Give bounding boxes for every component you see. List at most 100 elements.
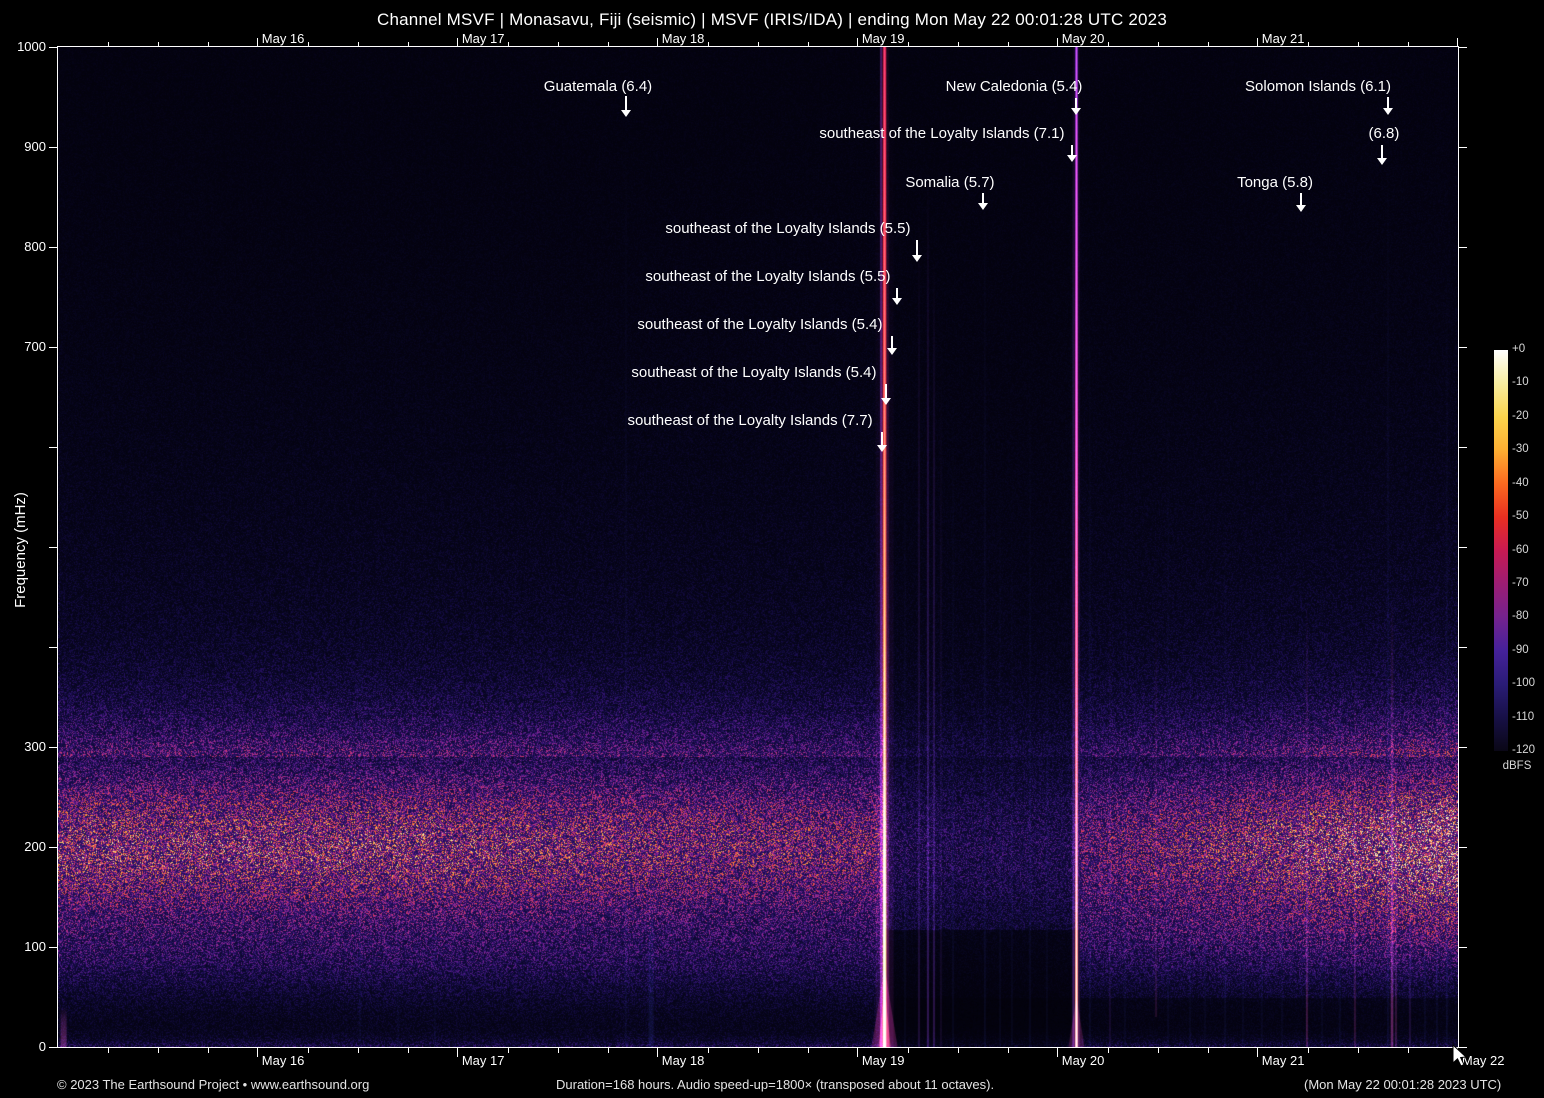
date-label: May 19 — [861, 31, 905, 46]
colorbar-label: -120 — [1512, 744, 1536, 756]
annotation-arrow — [624, 96, 627, 110]
axis-tick — [157, 42, 159, 46]
axis-tick — [307, 42, 309, 46]
axis-tick — [1457, 38, 1459, 46]
axis-tick — [457, 1048, 459, 1057]
freq-tick-label: 700 — [24, 339, 46, 354]
colorbar-label: -40 — [1512, 476, 1529, 489]
axis-tick — [807, 1048, 809, 1053]
axis-tick — [49, 1046, 57, 1048]
axis-tick — [1107, 1048, 1109, 1053]
axis-tick — [1407, 1048, 1409, 1053]
axis-tick — [1459, 646, 1467, 648]
freq-tick-label: 0 — [38, 1039, 46, 1054]
earthquake-annotation-label: (6.8) — [1368, 125, 1400, 142]
footer-timestamp: (Mon May 22 00:01:28 2023 UTC) — [1304, 1077, 1502, 1092]
freq-tick-label: 200 — [24, 839, 46, 854]
axis-tick — [807, 42, 809, 46]
annotation-arrowhead — [912, 255, 923, 262]
axis-tick — [907, 42, 909, 46]
axis-tick — [1207, 1048, 1209, 1053]
axis-tick — [1459, 1046, 1467, 1048]
date-label: May 21 — [1261, 31, 1305, 46]
axis-tick — [1459, 546, 1467, 548]
colorbar-label: -50 — [1512, 510, 1529, 523]
colorbar-label: -90 — [1512, 643, 1529, 656]
axis-tick — [49, 846, 57, 848]
axis-tick — [1007, 42, 1009, 46]
axis-tick — [857, 38, 859, 46]
freq-tick-label: 100 — [24, 939, 46, 954]
axis-tick — [357, 1048, 359, 1053]
axis-tick — [757, 42, 759, 46]
axis-tick — [257, 38, 259, 46]
spectrogram-canvas — [58, 47, 1458, 1047]
axis-tick — [707, 42, 709, 46]
axis-tick — [457, 38, 459, 46]
axis-tick — [1007, 1048, 1009, 1053]
axis-tick — [707, 1048, 709, 1053]
axis-tick — [1057, 1048, 1059, 1057]
axis-tick — [49, 46, 57, 48]
freq-tick-label: 900 — [24, 139, 46, 154]
axis-tick — [1459, 746, 1467, 748]
date-label: May 17 — [461, 31, 505, 46]
earthquake-annotation-label: New Caledonia (5.4) — [945, 78, 1083, 95]
annotation-arrowhead — [1376, 158, 1387, 165]
axis-tick — [507, 1048, 509, 1053]
freq-tick-label: 800 — [24, 239, 46, 254]
freq-tick-label: 1000 — [17, 39, 46, 54]
date-label: May 20 — [1061, 1053, 1105, 1068]
footer-copyright: © 2023 The Earthsound Project • www.eart… — [57, 1077, 370, 1092]
annotation-arrowhead — [877, 445, 888, 452]
axis-tick — [1257, 1048, 1259, 1057]
axis-tick — [657, 1048, 659, 1057]
annotation-arrow — [884, 384, 887, 398]
axis-tick — [207, 42, 209, 46]
colorbar-label: -100 — [1512, 677, 1536, 690]
axis-tick — [357, 42, 359, 46]
annotation-arrow — [916, 240, 919, 255]
annotation-arrowhead — [620, 110, 631, 117]
earthquake-annotation-label: Guatemala (6.4) — [543, 78, 653, 95]
axis-tick — [407, 1048, 409, 1053]
axis-tick — [107, 42, 109, 46]
earthquake-annotation-label: Tonga (5.8) — [1237, 174, 1313, 191]
annotation-arrow — [1074, 98, 1077, 108]
date-label: May 21 — [1261, 1053, 1305, 1068]
axis-tick — [1157, 1048, 1159, 1053]
annotation-arrow — [1071, 145, 1074, 155]
axis-tick — [607, 1048, 609, 1053]
earthquake-annotation-label: southeast of the Loyalty Islands (7.7) — [627, 412, 873, 429]
colorbar-label: -30 — [1512, 443, 1529, 456]
axis-tick — [1459, 446, 1467, 448]
axis-tick — [857, 1048, 859, 1057]
earthquake-annotation-label: southeast of the Loyalty Islands (7.1) — [819, 125, 1065, 142]
annotation-arrowhead — [892, 298, 903, 305]
date-label: May 16 — [261, 1053, 305, 1068]
axis-tick — [1459, 246, 1467, 248]
colorbar-label: +0 — [1512, 343, 1526, 355]
axis-tick — [1459, 846, 1467, 848]
axis-tick — [1459, 146, 1467, 148]
axis-tick — [957, 1048, 959, 1053]
date-label: May 22 — [1461, 1053, 1505, 1068]
axis-tick — [957, 42, 959, 46]
annotation-arrow — [890, 336, 893, 348]
date-label: May 16 — [261, 31, 305, 46]
earthquake-annotation-label: southeast of the Loyalty Islands (5.4) — [637, 316, 883, 333]
annotation-arrowhead — [1296, 205, 1307, 212]
annotation-arrow — [1300, 193, 1303, 205]
date-label: May 17 — [461, 1053, 505, 1068]
freq-tick-label: 300 — [24, 739, 46, 754]
axis-tick — [1357, 1048, 1359, 1053]
footer-duration: Duration=168 hours. Audio speed-up=1800×… — [556, 1077, 995, 1092]
colorbar-label: -110 — [1512, 710, 1535, 723]
axis-tick — [49, 946, 57, 948]
earthquake-annotation-label: southeast of the Loyalty Islands (5.5) — [645, 268, 891, 285]
annotation-arrowhead — [1067, 155, 1078, 162]
axis-tick — [1107, 42, 1109, 46]
colorbar-label: -20 — [1512, 409, 1529, 422]
axis-tick — [157, 1048, 159, 1053]
chart-title: Channel MSVF | Monasavu, Fiji (seismic) … — [377, 10, 1167, 29]
